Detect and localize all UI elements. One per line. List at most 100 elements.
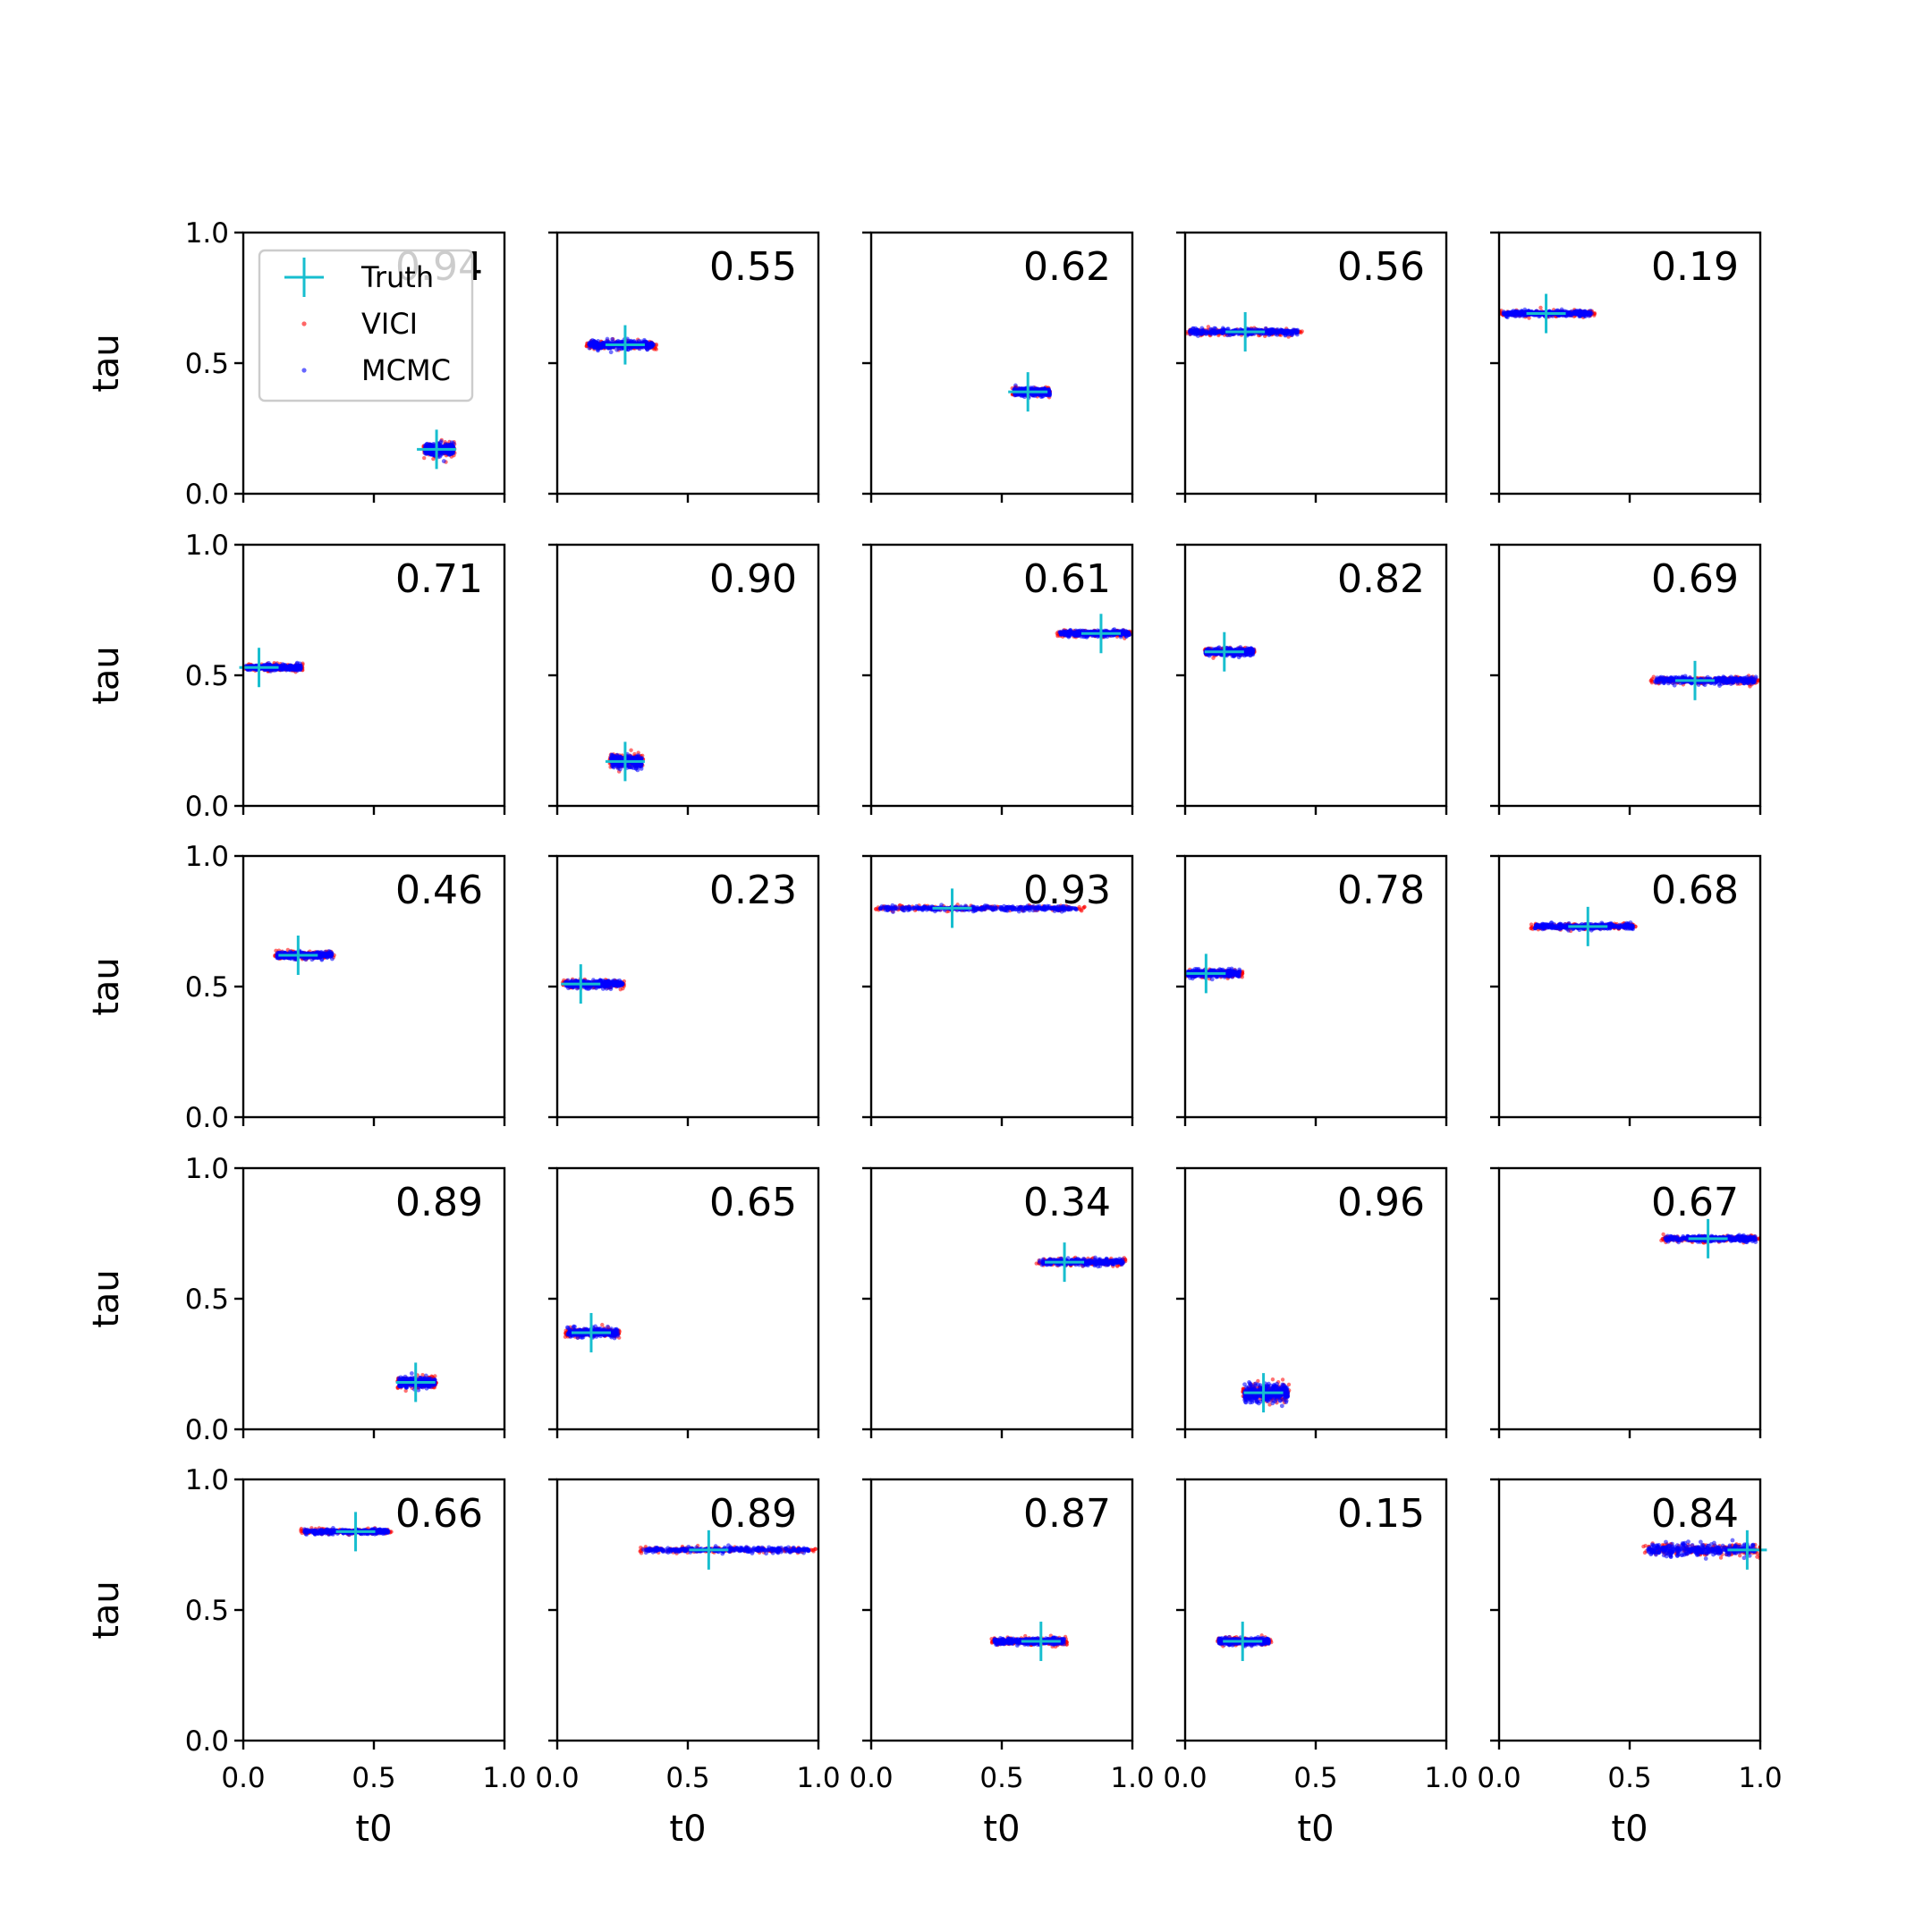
mcmc-point — [1249, 647, 1254, 651]
mcmc-point — [1289, 329, 1294, 334]
mcmc-point — [614, 756, 619, 761]
mcmc-point — [1294, 330, 1300, 335]
mcmc-point — [438, 453, 443, 457]
mcmc-point — [625, 754, 631, 759]
mcmc-point — [1201, 329, 1207, 334]
legend-label-mcmc: MCMC — [361, 353, 451, 387]
mcmc-point — [1284, 330, 1289, 335]
subplot-7: 0.90 — [548, 543, 820, 815]
y-axis-label: tau — [86, 646, 127, 705]
mcmc-point — [1065, 630, 1071, 635]
subplot-10: 0.69 — [1490, 543, 1762, 815]
legend-vici-marker — [301, 321, 307, 326]
mcmc-point — [290, 667, 295, 673]
y-tick-label: 0.0 — [185, 479, 229, 511]
vici-point — [1538, 305, 1543, 310]
mcmc-point — [441, 459, 446, 463]
mcmc-point — [609, 756, 614, 760]
mcmc-point — [648, 342, 654, 347]
scatter-points — [421, 437, 457, 464]
mcmc-point — [281, 665, 286, 670]
legend-box — [258, 249, 474, 402]
mcmc-point — [1267, 328, 1272, 334]
mcmc-point — [274, 667, 279, 673]
mcmc-point — [1047, 392, 1052, 397]
mcmc-point — [1046, 386, 1052, 392]
mcmc-point — [1112, 627, 1117, 631]
subplot-8: 0.61 — [862, 543, 1134, 815]
mcmc-point — [617, 767, 623, 772]
mcmc-point — [608, 350, 614, 355]
mcmc-point — [1191, 330, 1196, 335]
mcmc-point — [632, 763, 638, 767]
mcmc-point — [610, 336, 615, 342]
overlap-value: 0.71 — [395, 556, 483, 602]
mcmc-point — [619, 757, 624, 761]
mcmc-point — [642, 339, 648, 344]
mcmc-point — [1583, 314, 1589, 318]
y-tick-label: 0.0 — [185, 791, 229, 823]
mcmc-point — [1042, 386, 1047, 391]
mcmc-point — [588, 343, 593, 347]
subplots: 0.00.51.0tau0.94TruthVICIMCMC0.550.620.5… — [86, 217, 1783, 1850]
vici-point — [1651, 674, 1657, 679]
mcmc-point — [1588, 310, 1593, 316]
mcmc-point — [1514, 311, 1520, 317]
mcmc-point — [1574, 309, 1579, 314]
mcmc-point — [1208, 327, 1214, 333]
vici-point — [1527, 316, 1531, 320]
mcmc-point — [1582, 309, 1588, 314]
vici-point — [421, 455, 427, 461]
mcmc-point — [287, 664, 292, 669]
y-tick-label: 1.0 — [185, 217, 229, 250]
overlap-value: 0.82 — [1337, 556, 1425, 602]
overlap-value: 0.90 — [709, 556, 797, 602]
mcmc-point — [1013, 383, 1018, 388]
mcmc-point — [626, 764, 631, 769]
mcmc-point — [450, 444, 455, 449]
legend-label-vici: VICI — [361, 307, 418, 341]
mcmc-point — [1195, 327, 1200, 333]
y-tick-label: 0.5 — [185, 660, 229, 692]
mcmc-point — [426, 444, 431, 449]
overlap-value: 0.56 — [1337, 244, 1425, 290]
mcmc-point — [608, 345, 614, 351]
subplot-4: 0.56 — [1176, 231, 1448, 503]
overlap-value: 0.62 — [1023, 244, 1111, 290]
mcmc-point — [614, 347, 620, 352]
mcmc-point — [596, 348, 600, 353]
legend-label-truth: Truth — [360, 260, 434, 294]
y-tick-label: 0.5 — [185, 348, 229, 380]
subplot-9: 0.82 — [1176, 543, 1448, 815]
mcmc-point — [1061, 629, 1066, 634]
mcmc-point — [645, 343, 650, 349]
mcmc-point — [297, 663, 301, 668]
y-axis-label: tau — [86, 334, 127, 393]
vici-point — [629, 748, 633, 752]
subplot-2: 0.55 — [548, 231, 820, 503]
vici-point — [654, 347, 658, 352]
mcmc-point — [277, 665, 283, 670]
mcmc-point — [639, 763, 643, 767]
mcmc-point — [1502, 311, 1506, 317]
mcmc-point — [1220, 331, 1224, 336]
mcmc-point — [1188, 332, 1193, 336]
mcmc-point — [444, 444, 449, 449]
mcmc-point — [591, 343, 596, 347]
mcmc-point — [1519, 309, 1524, 315]
mcmc-point — [597, 342, 603, 347]
overlap-value: 0.55 — [709, 244, 797, 290]
mcmc-point — [1214, 330, 1219, 335]
mcmc-point — [1123, 631, 1129, 637]
subplot-3: 0.62 — [862, 231, 1134, 503]
mcmc-point — [601, 343, 606, 349]
subplot-5: 0.19 — [1490, 231, 1762, 503]
overlap-value: 0.61 — [1023, 556, 1111, 602]
y-tick-label: 1.0 — [185, 530, 229, 562]
mcmc-point — [430, 445, 436, 449]
mcmc-point — [619, 346, 624, 352]
mcmc-point — [1072, 632, 1077, 638]
mcmc-point — [266, 660, 271, 665]
subplot-6: 0.0 0.5 1.0 tau 0.71 — [86, 530, 506, 823]
